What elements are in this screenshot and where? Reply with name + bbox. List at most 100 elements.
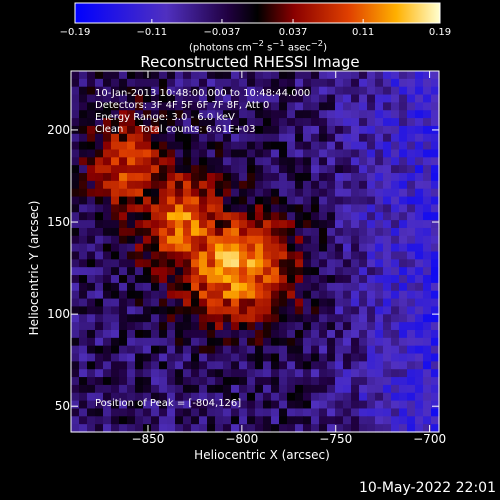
heatmap-pixel [263,251,272,260]
heatmap-pixel [111,377,120,386]
heatmap-pixel [119,424,128,433]
heatmap-pixel [343,71,352,80]
heatmap-pixel [103,133,112,143]
heatmap-pixel [407,369,416,378]
heatmap-pixel [103,102,112,111]
heatmap-pixel [215,102,224,111]
heatmap-pixel [183,353,192,362]
heatmap-pixel [399,282,408,292]
heatmap-pixel [351,235,360,245]
heatmap-pixel [303,196,312,206]
heatmap-pixel [279,337,288,347]
heatmap-pixel [383,259,392,268]
heatmap-pixel [135,392,144,402]
heatmap-pixel [183,157,192,166]
heatmap-pixel [119,157,128,166]
heatmap-pixel [295,329,304,339]
heatmap-pixel [79,361,88,370]
heatmap-pixel [423,94,432,103]
heatmap-pixel [279,133,288,143]
heatmap-pixel [127,424,136,433]
heatmap-pixel [199,259,208,268]
heatmap-pixel [311,86,320,96]
heatmap-pixel [295,149,304,158]
heatmap-pixel [79,345,88,355]
heatmap-pixel [295,306,304,315]
heatmap-pixel [231,212,240,221]
heatmap-pixel [215,220,224,229]
heatmap-pixel [271,78,280,88]
heatmap-pixel [95,71,104,80]
colorbar-tick-label: 0.11 [352,27,375,38]
heatmap-pixel [399,361,408,370]
heatmap-pixel [119,173,128,182]
heatmap-pixel [151,188,160,198]
heatmap-pixel [143,408,152,417]
heatmap-pixel [287,165,296,174]
heatmap-pixel [367,227,376,237]
heatmap-pixel [303,188,312,198]
heatmap-pixel [159,102,168,111]
heatmap-pixel [215,329,224,339]
heatmap-pixel [407,345,416,355]
heatmap-pixel [239,125,248,135]
heatmap-pixel [151,408,160,417]
heatmap-pixel [327,212,336,221]
heatmap-pixel [79,204,88,213]
heatmap-pixel [263,322,272,331]
heatmap-pixel [215,314,224,323]
heatmap-pixel [311,94,320,103]
heatmap-pixel [343,227,352,237]
heatmap-pixel [183,243,192,253]
heatmap-pixel [143,369,152,378]
heatmap-pixel [191,345,200,355]
heatmap-pixel [143,282,152,292]
heatmap-pixel [191,94,200,103]
heatmap-pixel [423,227,432,237]
heatmap-pixel [135,180,144,190]
heatmap-pixel [375,290,384,300]
heatmap-pixel [151,173,160,182]
heatmap-pixel [87,345,96,355]
heatmap-pixel [239,133,248,143]
heatmap-pixel [231,400,240,410]
heatmap-pixel [175,133,184,143]
heatmap-pixel [415,196,424,206]
heatmap-pixel [279,290,288,300]
heatmap-pixel [119,94,128,103]
heatmap-pixel [263,118,272,127]
heatmap-pixel [111,275,120,284]
heatmap-pixel [303,361,312,370]
heatmap-pixel [111,212,120,221]
heatmap-pixel [79,322,88,331]
heatmap-pixel [319,392,328,402]
heatmap-pixel [183,78,192,88]
heatmap-pixel [159,424,168,433]
heatmap-pixel [215,125,224,135]
heatmap-pixel [79,118,88,127]
heatmap-pixel [119,227,128,237]
heatmap-pixel [255,392,264,402]
heatmap-pixel [71,94,80,103]
heatmap-pixel [215,133,224,143]
heatmap-pixel [207,141,216,151]
heatmap-pixel [311,384,320,394]
heatmap-pixel [383,361,392,370]
heatmap-pixel [159,290,168,300]
heatmap-pixel [271,188,280,198]
heatmap-pixel [279,125,288,135]
heatmap-pixel [231,306,240,315]
heatmap-pixel [351,118,360,127]
heatmap-pixel [175,290,184,300]
heatmap-pixel [159,196,168,206]
heatmap-pixel [335,227,344,237]
heatmap-pixel [159,94,168,103]
heatmap-pixel [423,110,432,119]
heatmap-pixel [295,86,304,96]
heatmap-pixel [335,416,344,425]
heatmap-pixel [303,298,312,308]
heatmap-pixel [271,337,280,347]
heatmap-pixel [183,204,192,213]
heatmap-pixel [391,102,400,111]
heatmap-pixel [351,141,360,151]
